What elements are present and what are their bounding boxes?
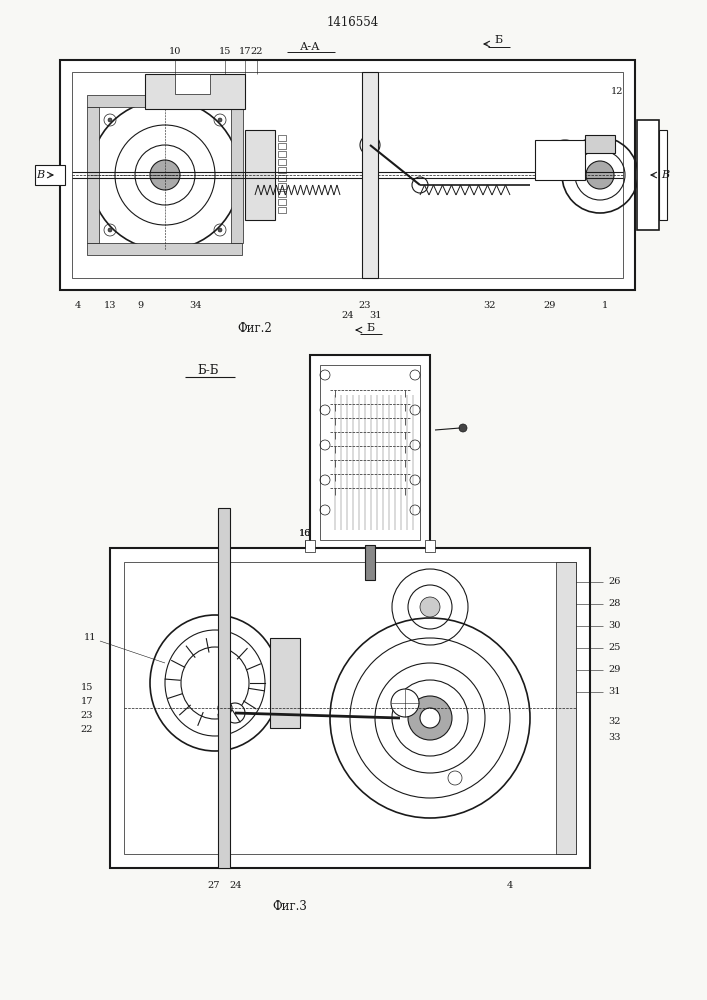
Bar [535, 140, 585, 180]
Bar [425, 540, 435, 552]
Bar [556, 562, 576, 854]
Bar [310, 355, 430, 550]
Text: B: B [661, 170, 669, 180]
Text: 17: 17 [239, 47, 251, 56]
Bar [659, 130, 667, 220]
Text: 16: 16 [299, 528, 311, 538]
Circle shape [586, 161, 614, 189]
Text: 28: 28 [608, 599, 620, 608]
Ellipse shape [181, 647, 249, 719]
Bar [365, 545, 375, 580]
Text: 4: 4 [507, 882, 513, 890]
Circle shape [420, 708, 440, 728]
Text: А-А: А-А [300, 42, 320, 52]
Bar [278, 199, 286, 205]
Bar [278, 191, 286, 197]
Circle shape [225, 703, 245, 723]
Circle shape [412, 177, 428, 193]
Bar [87, 107, 99, 243]
Circle shape [218, 228, 222, 232]
Bar [305, 540, 315, 552]
Text: 27: 27 [208, 882, 221, 890]
Circle shape [221, 690, 227, 696]
Text: 30: 30 [608, 621, 620, 631]
Bar [72, 72, 623, 278]
Text: 33: 33 [608, 732, 621, 742]
Bar [278, 183, 286, 189]
Bar [585, 135, 615, 153]
Text: 22: 22 [251, 47, 263, 56]
Text: 32: 32 [608, 718, 621, 726]
Bar [60, 60, 635, 290]
Text: B: B [36, 170, 44, 180]
Text: 24: 24 [230, 882, 243, 890]
Bar [278, 175, 286, 181]
Circle shape [150, 160, 180, 190]
Circle shape [420, 597, 440, 617]
Text: 11: 11 [83, 634, 96, 643]
Text: Фиг.3: Фиг.3 [273, 900, 308, 912]
Bar [231, 107, 243, 243]
Bar [218, 508, 230, 868]
Bar [270, 638, 300, 728]
Bar [175, 74, 210, 94]
Text: 1: 1 [602, 300, 608, 310]
Text: 1416554: 1416554 [327, 15, 379, 28]
Text: Фиг.2: Фиг.2 [238, 322, 272, 334]
Text: 15: 15 [218, 47, 231, 56]
Text: 4: 4 [75, 300, 81, 310]
Circle shape [375, 663, 485, 773]
Bar [87, 95, 242, 107]
Text: 12: 12 [611, 88, 624, 97]
Text: 31: 31 [608, 688, 621, 696]
Text: 24: 24 [341, 310, 354, 320]
Bar [245, 130, 275, 220]
Bar [110, 548, 590, 868]
Bar [278, 151, 286, 157]
Text: 23: 23 [81, 710, 93, 720]
Bar [87, 243, 242, 255]
Circle shape [459, 424, 467, 432]
Bar [362, 72, 378, 278]
Bar [278, 143, 286, 149]
Circle shape [360, 135, 380, 155]
Text: 29: 29 [544, 300, 556, 310]
Bar [35, 165, 65, 185]
Text: 23: 23 [358, 300, 371, 310]
Text: 15: 15 [81, 684, 93, 692]
Text: 22: 22 [81, 724, 93, 734]
Bar [124, 562, 576, 854]
Text: Б: Б [366, 323, 374, 333]
Circle shape [391, 689, 419, 717]
Bar [320, 365, 420, 540]
Bar [278, 159, 286, 165]
Text: 29: 29 [608, 666, 620, 674]
Text: 9: 9 [137, 300, 143, 310]
Text: 25: 25 [608, 644, 620, 652]
Ellipse shape [150, 615, 280, 751]
Circle shape [108, 228, 112, 232]
Text: 32: 32 [484, 300, 496, 310]
Bar [278, 207, 286, 213]
Circle shape [408, 696, 452, 740]
Bar [278, 167, 286, 173]
Circle shape [218, 701, 232, 715]
Text: 17: 17 [81, 696, 93, 706]
Text: 31: 31 [369, 310, 381, 320]
Text: 10: 10 [169, 47, 181, 56]
Text: 13: 13 [104, 300, 116, 310]
Text: Б: Б [494, 35, 502, 45]
Circle shape [218, 118, 222, 122]
Text: 34: 34 [189, 300, 201, 310]
Bar [637, 120, 659, 230]
Text: 26: 26 [608, 578, 620, 586]
Circle shape [108, 118, 112, 122]
Bar [278, 135, 286, 141]
Bar [145, 74, 245, 109]
Text: 16: 16 [299, 528, 311, 538]
Text: Б-Б: Б-Б [197, 363, 218, 376]
